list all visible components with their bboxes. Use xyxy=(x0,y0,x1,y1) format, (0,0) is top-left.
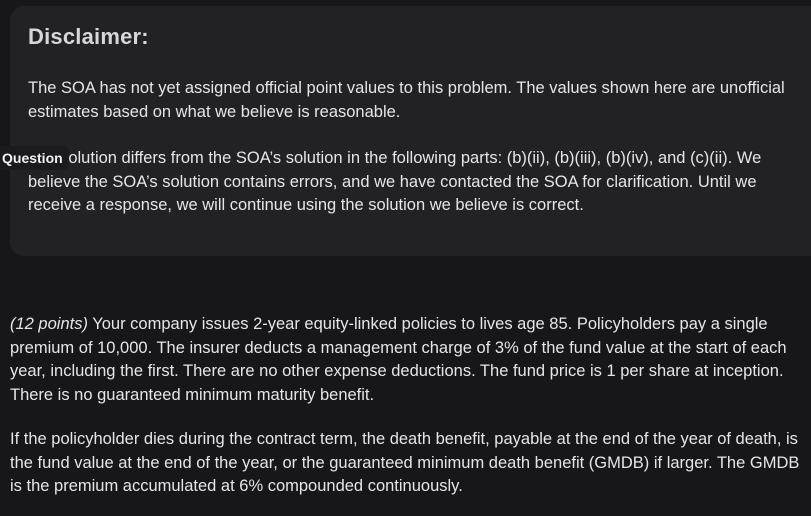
question-points: (12 points) xyxy=(10,315,88,333)
question-text-1: Your company issues 2-year equity-linked… xyxy=(10,315,787,404)
question-paragraph-1: (12 points) Your company issues 2-year e… xyxy=(10,313,810,407)
disclaimer-paragraph-2: Our solution differs from the SOA’s solu… xyxy=(28,149,762,214)
question-tab[interactable]: Question xyxy=(0,146,69,170)
disclaimer-box xyxy=(10,6,811,256)
question-paragraph-2: If the policyholder dies during the cont… xyxy=(10,430,800,495)
disclaimer-title: Disclaimer: xyxy=(28,24,149,49)
disclaimer-paragraph-1: The SOA has not yet assigned official po… xyxy=(28,79,785,121)
